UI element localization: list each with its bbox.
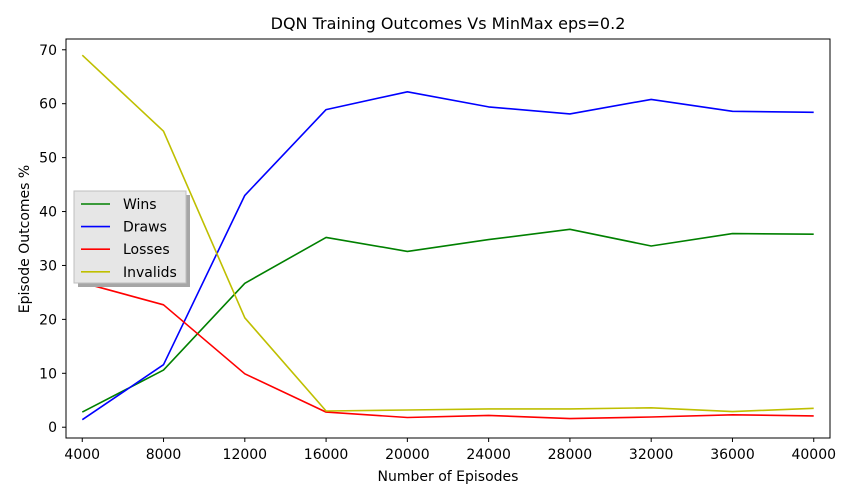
x-tick-label: 8000 [146, 447, 182, 463]
y-axis-label: Episode Outcomes % [17, 165, 33, 313]
x-axis: 4000 8000 12000 16000 20000 24000 28000 32000 36… [64, 438, 836, 463]
x-axis-label: Number of Episodes [378, 469, 519, 485]
y-tick-label: 30 [39, 258, 57, 274]
legend-label-wins: Wins [123, 197, 157, 213]
x-tick-label: 32000 [629, 447, 674, 463]
x-tick-label: 16000 [304, 447, 349, 463]
x-tick-label: 24000 [466, 447, 511, 463]
plot-frame [65, 38, 831, 439]
chart-title: DQN Training Outcomes Vs MinMax eps=0.2 [271, 14, 626, 33]
y-tick-label: 70 [39, 43, 57, 59]
series-line-draws [81, 91, 814, 421]
y-axis: 0 10 20 30 40 50 60 70 [39, 43, 66, 436]
legend: Wins Draws Losses Invalids [73, 190, 190, 287]
y-tick-label: 40 [39, 205, 57, 221]
legend-box [73, 190, 187, 284]
y-tick-label: 0 [48, 420, 57, 436]
series-line-losses [82, 281, 814, 420]
y-tick-label: 10 [39, 366, 57, 382]
plot-area [81, 54, 814, 421]
y-tick-label: 60 [39, 97, 57, 113]
y-tick-label: 20 [39, 312, 57, 328]
x-tick-label: 36000 [710, 447, 755, 463]
series-line-invalids [81, 54, 814, 413]
legend-label-draws: Draws [123, 220, 167, 236]
x-tick-label: 12000 [223, 447, 268, 463]
x-tick-label: 40000 [791, 447, 836, 463]
legend-label-invalids: Invalids [123, 265, 177, 281]
series-line-wins [81, 228, 814, 413]
x-tick-label: 28000 [548, 447, 593, 463]
x-tick-label: 4000 [64, 447, 100, 463]
x-tick-label: 20000 [385, 447, 430, 463]
y-tick-label: 50 [39, 151, 57, 167]
legend-label-losses: Losses [123, 242, 170, 258]
